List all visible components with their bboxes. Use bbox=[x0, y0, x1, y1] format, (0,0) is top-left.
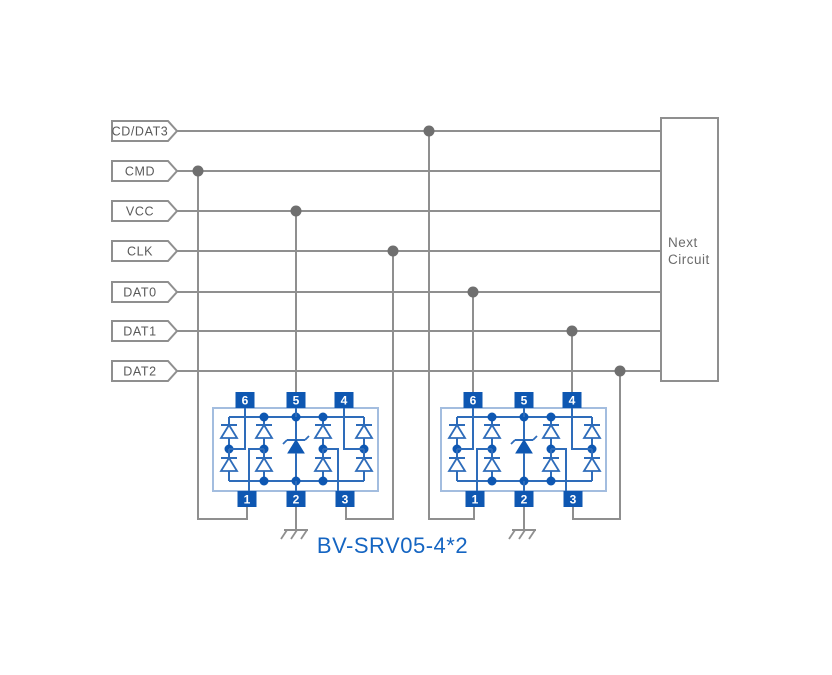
signal-tag-label: DAT0 bbox=[123, 286, 156, 300]
junction-dot bbox=[423, 125, 435, 137]
pin-number: 2 bbox=[293, 493, 300, 507]
pin-wire bbox=[476, 448, 492, 491]
pin-number: 3 bbox=[342, 493, 349, 507]
pin-box-1 bbox=[465, 491, 485, 507]
signal-tag-label: CD/DAT3 bbox=[112, 125, 169, 139]
pin-box-5 bbox=[286, 392, 306, 408]
next-circuit-label: Circuit bbox=[668, 252, 710, 267]
junction-dot bbox=[387, 245, 399, 257]
junction-dot bbox=[290, 205, 302, 217]
pin-wire bbox=[229, 408, 246, 450]
signal-dat0: DAT0 bbox=[111, 281, 661, 393]
pin-wire bbox=[248, 448, 264, 491]
chip-u2: 6 5 4 1 2 3 bbox=[440, 392, 607, 507]
pin-wire bbox=[457, 408, 474, 450]
junction-dot bbox=[192, 165, 204, 177]
pin-wire bbox=[323, 448, 339, 491]
pin-box-3 bbox=[335, 491, 355, 507]
pin-box-4 bbox=[334, 392, 354, 408]
junction-dot-blue bbox=[487, 412, 497, 422]
next-circuit-label: Next bbox=[668, 235, 698, 250]
pin-number: 6 bbox=[242, 394, 249, 408]
pin-wire bbox=[551, 448, 567, 491]
junction-dot-blue bbox=[318, 412, 328, 422]
next-circuit-box bbox=[660, 117, 719, 382]
tap-route bbox=[345, 251, 394, 520]
pin-number: 4 bbox=[341, 394, 348, 408]
zener-wing bbox=[304, 435, 310, 441]
tap-route bbox=[572, 371, 621, 520]
ground-tick bbox=[280, 529, 288, 540]
junction-dot-blue bbox=[318, 476, 328, 486]
zener-wing bbox=[532, 435, 538, 441]
junction-dot bbox=[467, 286, 479, 298]
ground-tick bbox=[290, 529, 298, 540]
zener-wing bbox=[510, 439, 516, 445]
signal-vcc: VCC bbox=[111, 200, 661, 393]
pin-box-5 bbox=[514, 392, 534, 408]
signal-tag bbox=[111, 160, 179, 182]
signal-tag bbox=[111, 281, 179, 303]
signal-tag-label: CMD bbox=[125, 165, 155, 179]
signal-cmd: CMD bbox=[111, 160, 661, 520]
signal-tag bbox=[111, 240, 179, 262]
pin-box-2 bbox=[514, 491, 534, 507]
pin-box-6 bbox=[463, 392, 483, 408]
signal-tag bbox=[111, 320, 179, 342]
ground-tick bbox=[300, 529, 308, 540]
pin-number: 1 bbox=[244, 493, 251, 507]
pin-number: 1 bbox=[472, 493, 479, 507]
pin-number: 5 bbox=[293, 394, 300, 408]
next-circuit: Next Circuit bbox=[660, 117, 719, 382]
pin-number: 6 bbox=[470, 394, 477, 408]
pin-number: 2 bbox=[521, 493, 528, 507]
zener-wing bbox=[282, 439, 288, 445]
pin-box-6 bbox=[235, 392, 255, 408]
junction-dot-blue bbox=[487, 476, 497, 486]
pin-box-3 bbox=[563, 491, 583, 507]
ground-icon bbox=[508, 507, 536, 540]
junction-dot-blue bbox=[259, 412, 269, 422]
signal-tag-label: CLK bbox=[127, 245, 153, 259]
pin-box-1 bbox=[237, 491, 257, 507]
tap-route bbox=[428, 131, 475, 520]
pin-box-2 bbox=[286, 491, 306, 507]
ground-icon bbox=[280, 507, 308, 540]
ground-tick bbox=[518, 529, 526, 540]
signal-dat1: DAT1 bbox=[111, 320, 661, 393]
signal-tag-label: VCC bbox=[126, 205, 154, 219]
junction-dot bbox=[566, 325, 578, 337]
pin-box-4 bbox=[562, 392, 582, 408]
tap-route bbox=[197, 171, 248, 520]
signal-tag bbox=[111, 360, 179, 382]
signal-tag bbox=[111, 120, 179, 142]
junction-dot-blue bbox=[546, 412, 556, 422]
signal-tag-label: DAT2 bbox=[123, 365, 156, 379]
signal-tag-label: DAT1 bbox=[123, 325, 156, 339]
pin-wire bbox=[571, 408, 592, 450]
ground-tick bbox=[508, 529, 516, 540]
diagram-title: BV-SRV05-4*2 bbox=[316, 533, 469, 558]
junction-dot-blue bbox=[259, 476, 269, 486]
chip-u1: 6 5 4 1 2 3 bbox=[212, 392, 379, 507]
pin-number: 3 bbox=[570, 493, 577, 507]
ground-tick bbox=[528, 529, 536, 540]
signal-dat2: DAT2 bbox=[111, 360, 661, 520]
pin-wire bbox=[343, 408, 364, 450]
junction-dot-blue bbox=[546, 476, 556, 486]
signal-cd-dat3: CD/DAT3 bbox=[111, 120, 661, 520]
signal-clk: CLK bbox=[111, 240, 661, 520]
pin-number: 4 bbox=[569, 394, 576, 408]
pin-number: 5 bbox=[521, 394, 528, 408]
signal-tag bbox=[111, 200, 179, 222]
junction-dot bbox=[614, 365, 626, 377]
